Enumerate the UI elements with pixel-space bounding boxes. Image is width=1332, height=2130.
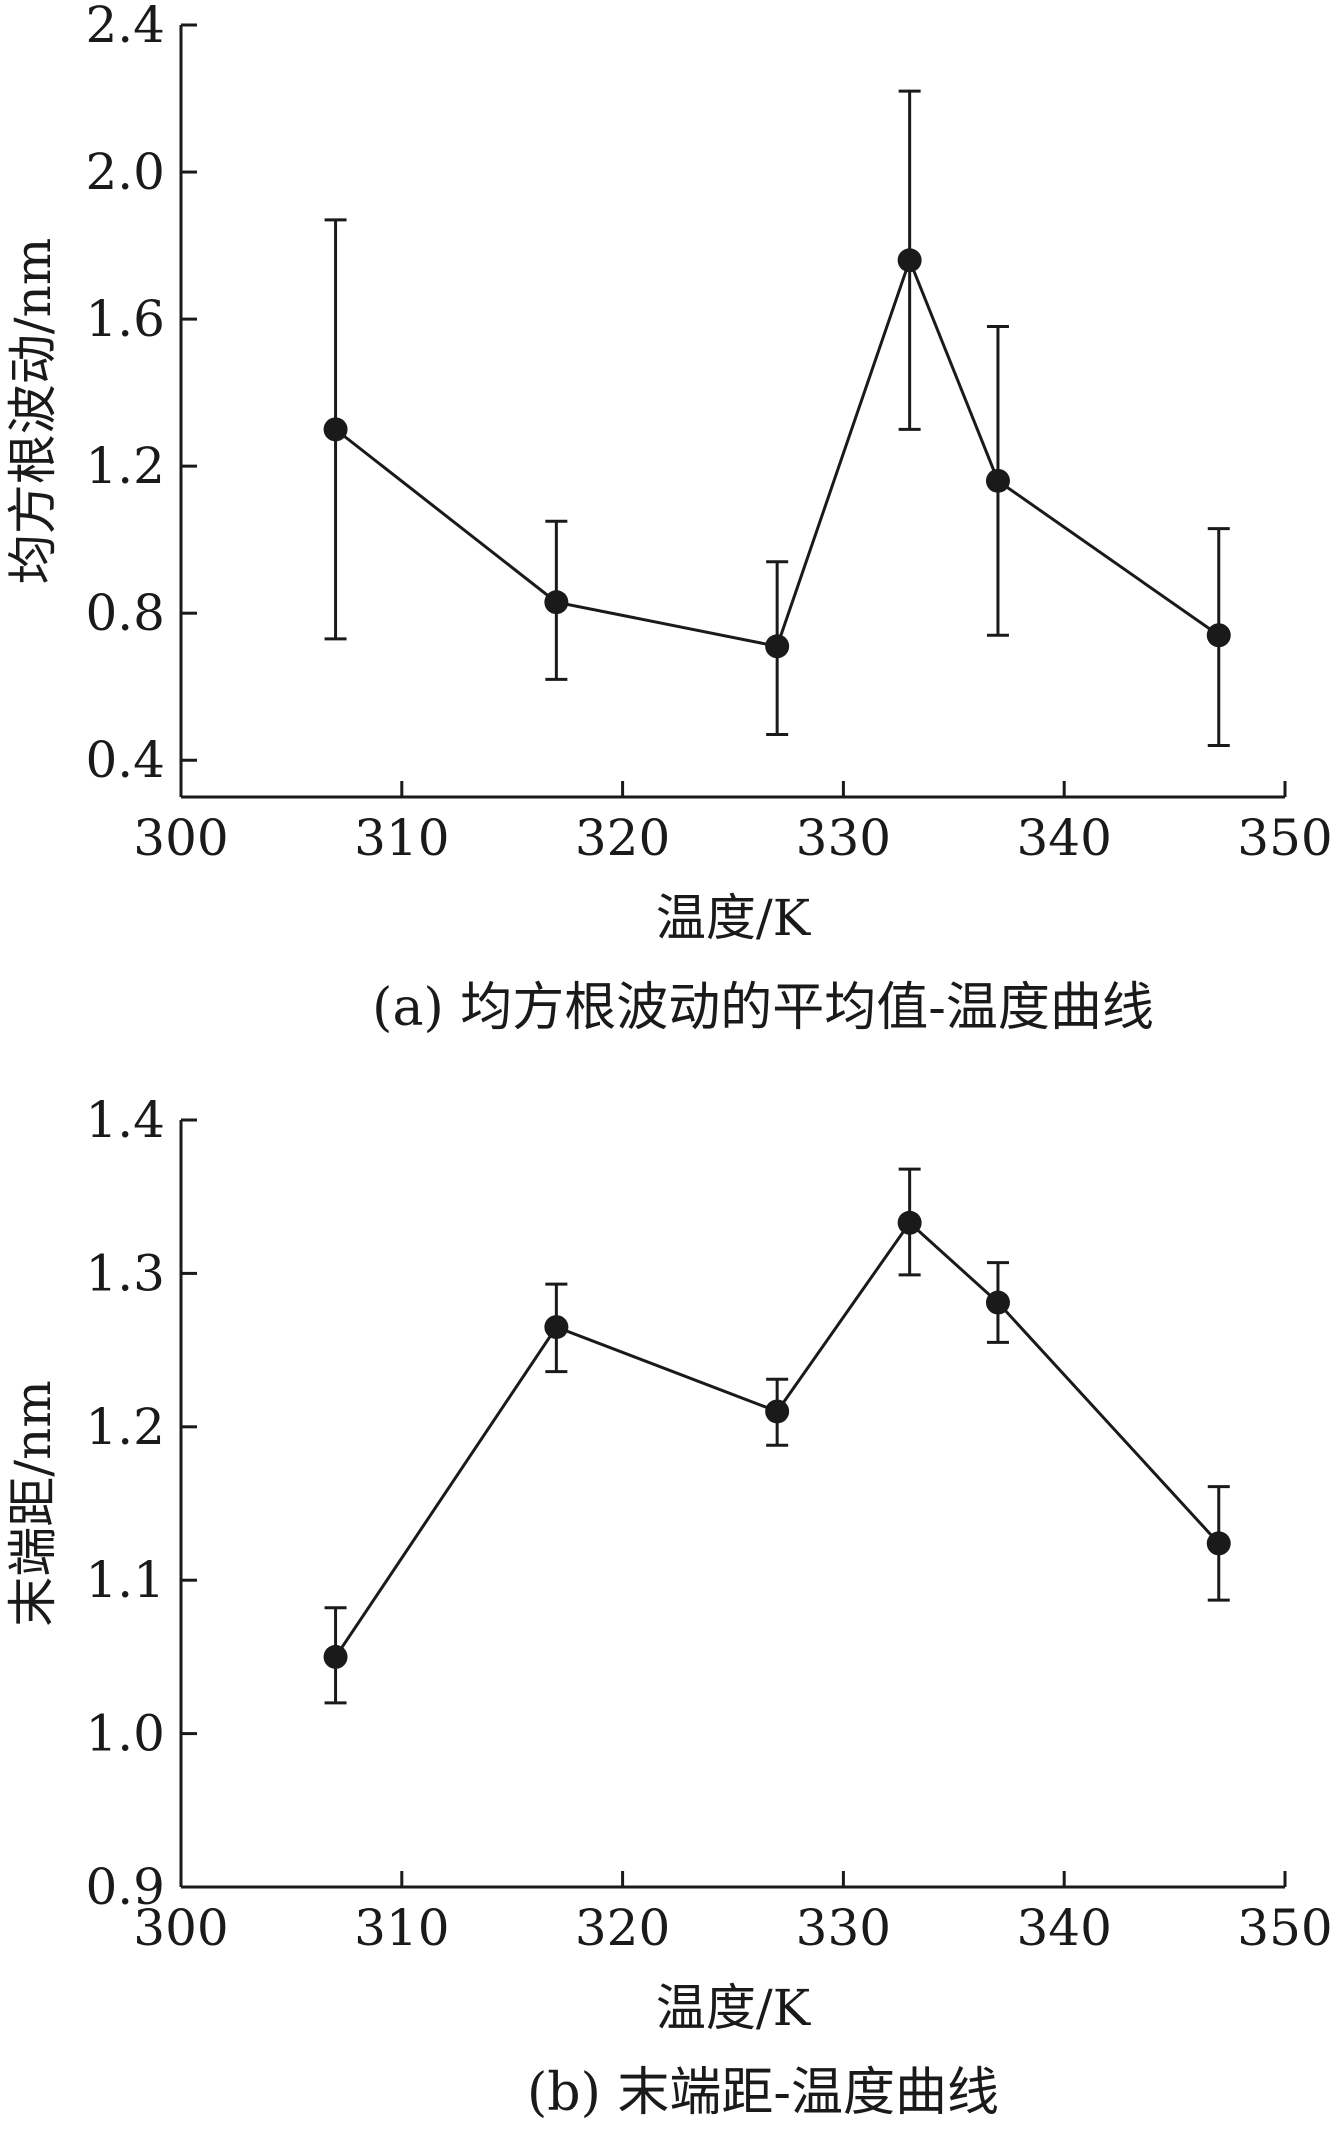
chart-panel-b: 300 310 320 330 340 350 0.9 1.0 1.1 1.2 1.3 1.4 温度/K… [4,1091,1332,2123]
data-point [323,417,348,442]
y-tick-label: 0.4 [85,731,165,789]
data-point [765,634,790,659]
data-point [544,1315,569,1340]
data-point [897,248,922,273]
y-tick-label: 0.8 [85,584,165,642]
x-tick-label: 310 [354,1899,449,1957]
data-point [985,1290,1010,1315]
y-axis-label: 末端距/nm [4,1380,62,1626]
x-tick-label: 350 [1237,809,1332,867]
data-point [1206,623,1231,648]
x-tick-label: 320 [575,1899,670,1957]
x-axis-label: 温度/K [656,889,812,947]
y-tick-label: 1.2 [85,1398,165,1456]
x-tick-label: 350 [1237,1899,1332,1957]
x-tick-label: 310 [354,809,449,867]
y-tick-label: 0.9 [85,1858,165,1916]
data-point [1206,1531,1231,1556]
x-tick-label: 340 [1016,1899,1111,1957]
x-tick-label: 300 [133,809,228,867]
y-tick-label: 1.2 [85,437,165,495]
y-tick-label: 1.0 [85,1705,165,1763]
y-tick-label: 2.0 [85,143,165,201]
data-point [323,1644,348,1669]
x-tick-label: 330 [796,809,891,867]
y-tick-label: 1.6 [85,290,165,348]
series-line [334,255,1220,649]
y-axis-label: 均方根波动/nm [4,238,62,584]
y-tick-label: 1.3 [85,1244,165,1302]
chart-panel-a: 300 310 320 330 340 350 0.4 0.8 1.2 1.6 2.0 2.4 温度/K… [4,0,1332,1038]
data-point [765,1399,790,1424]
data-point [897,1210,922,1235]
x-tick-label: 320 [575,809,670,867]
data-point [985,468,1010,493]
series-line [334,1220,1220,1658]
x-tick-label: 300 [133,1899,228,1957]
x-tick-label: 340 [1016,809,1111,867]
y-tick-label: 1.1 [85,1551,165,1609]
data-point [544,590,569,615]
x-axis-label: 温度/K [656,1979,812,2037]
y-tick-label: 2.4 [85,0,165,54]
figure-caption: (b) 末端距-温度曲线 [527,2063,999,2123]
x-tick-label: 330 [796,1899,891,1957]
figure-caption: (a) 均方根波动的平均值-温度曲线 [372,978,1154,1038]
y-tick-label: 1.4 [85,1091,165,1149]
